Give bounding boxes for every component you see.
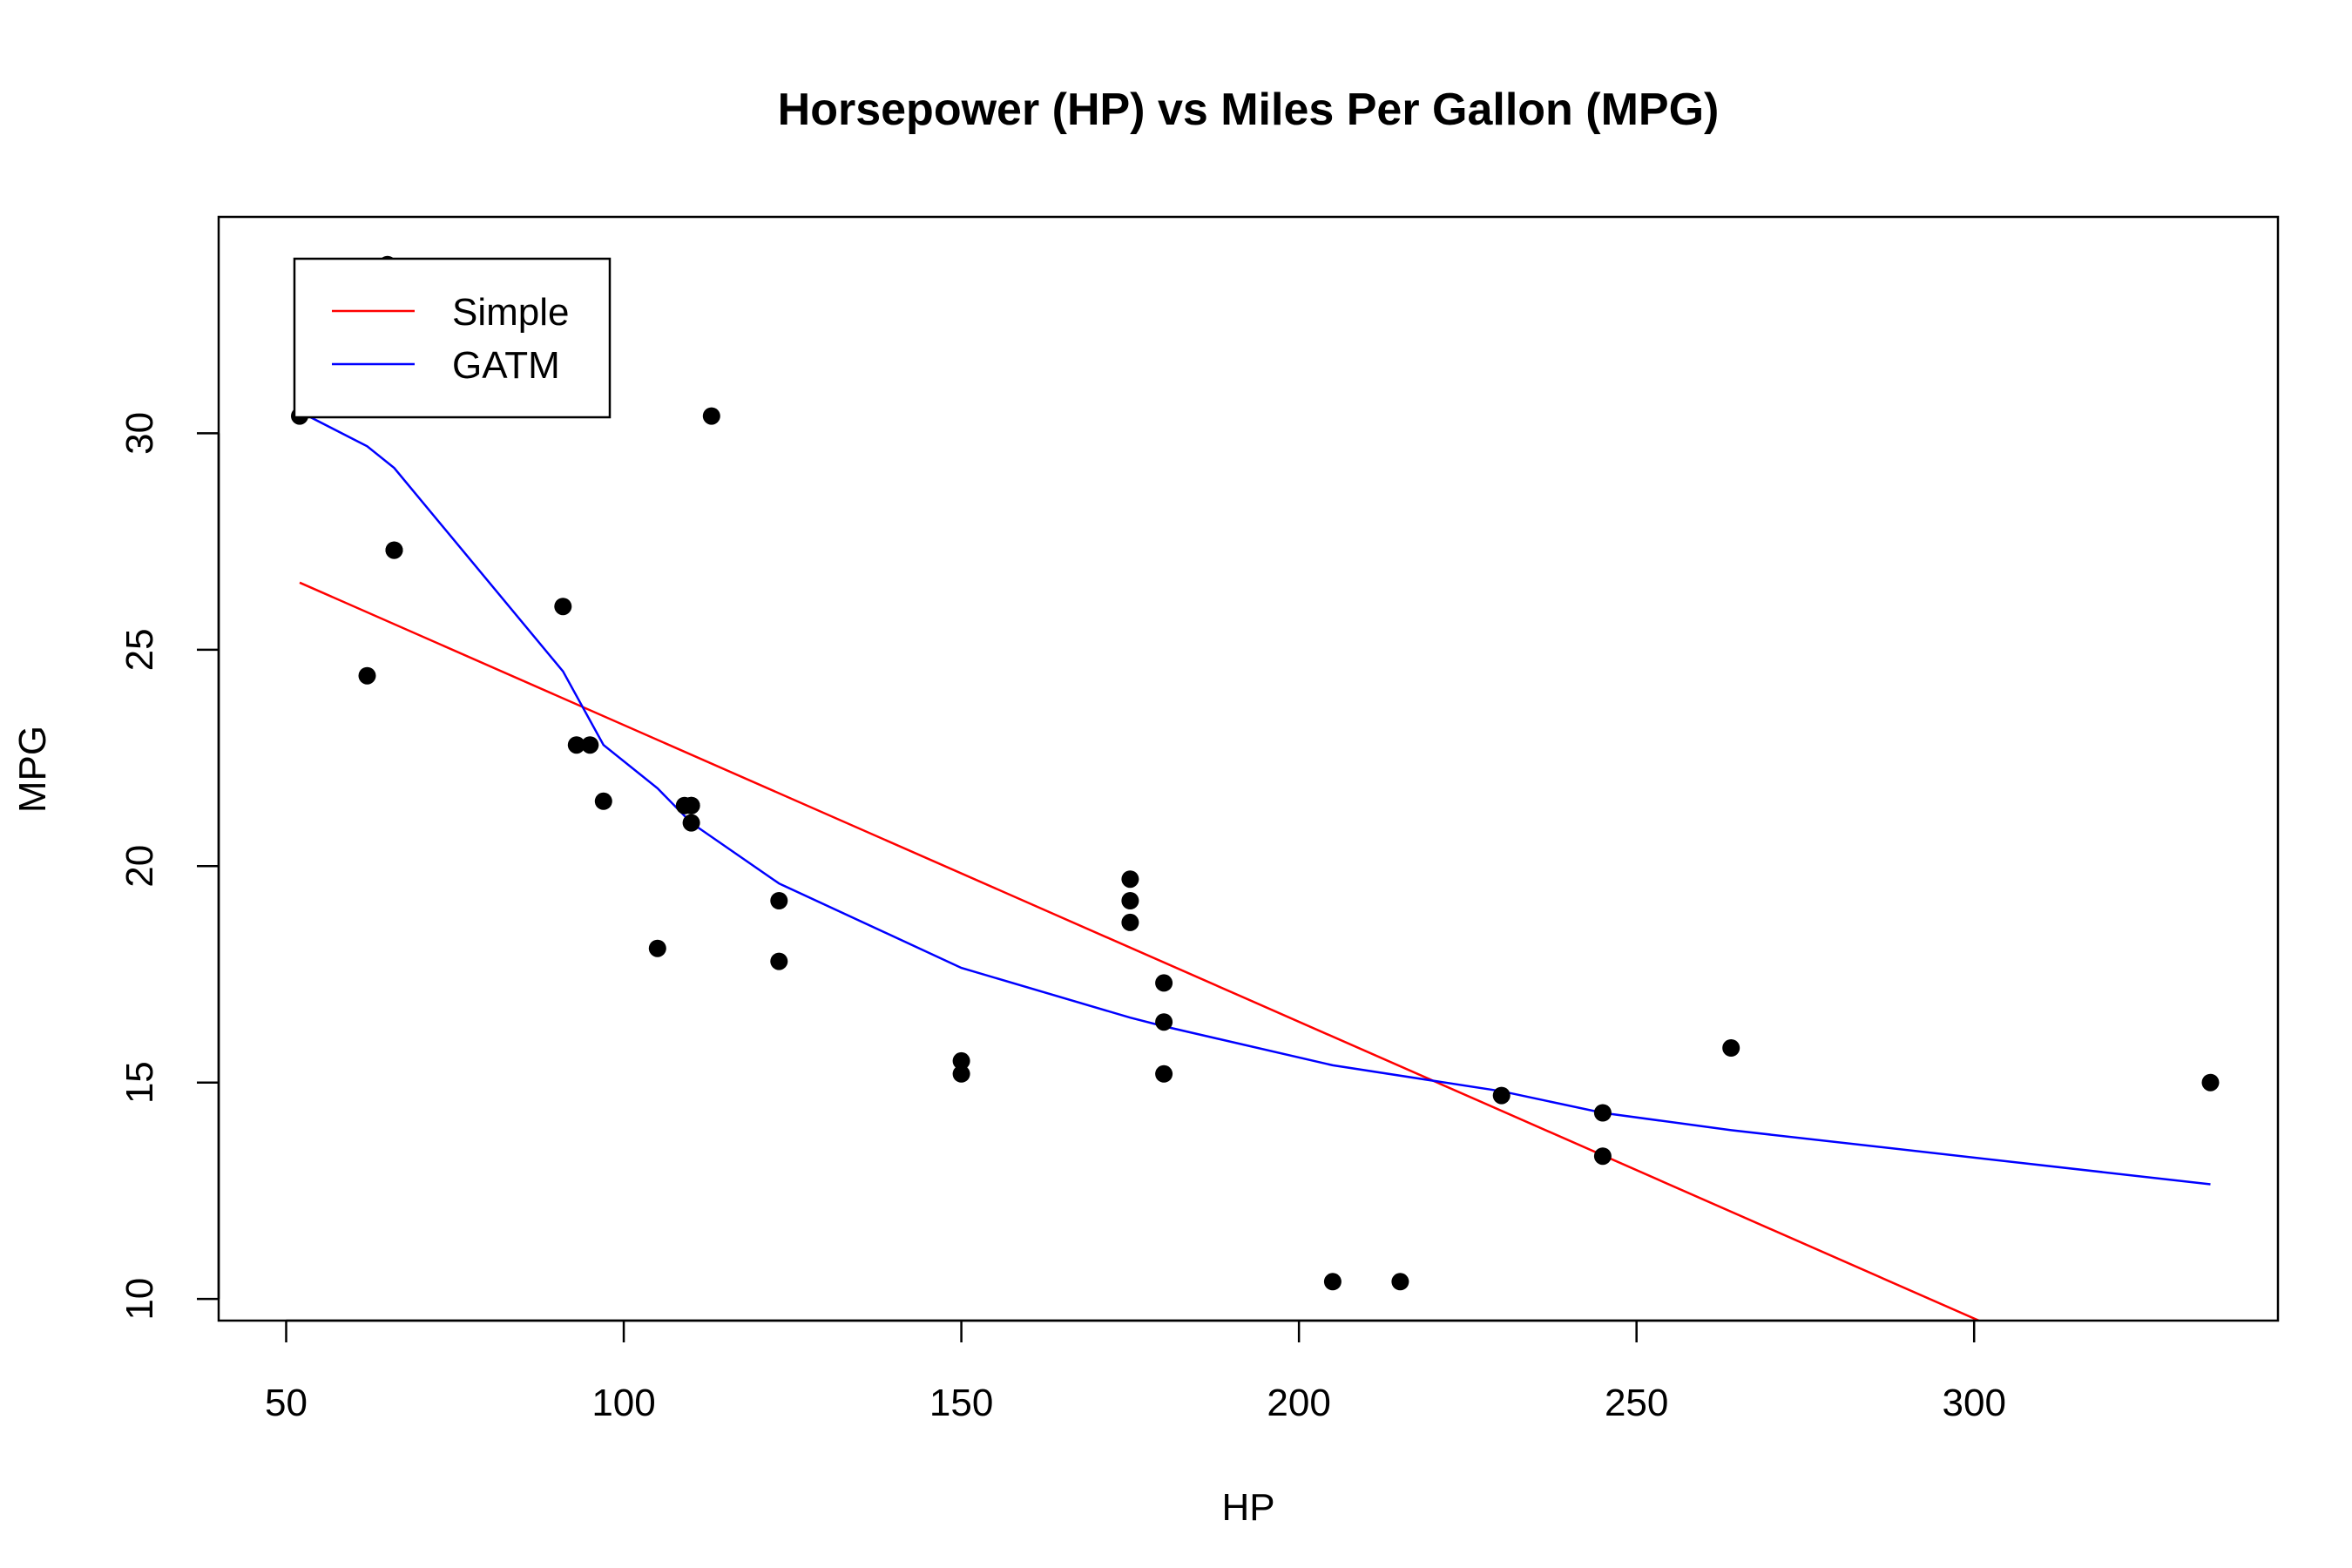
y-axis: 10 15 20 25 30 [118, 412, 220, 1321]
y-tick-label: 30 [118, 412, 161, 455]
legend-label-simple: Simple [452, 291, 570, 334]
data-point [1593, 1104, 1612, 1122]
series-layer [299, 410, 2211, 1321]
x-tick-label: 150 [929, 1382, 993, 1424]
y-axis-label: MPG [11, 726, 54, 813]
data-point [385, 541, 403, 559]
data-point [1155, 974, 1173, 992]
data-point [1391, 1273, 1409, 1291]
x-tick-label: 200 [1267, 1382, 1330, 1424]
x-tick-label: 100 [591, 1382, 655, 1424]
data-point [1722, 1039, 1740, 1057]
legend-box [293, 257, 612, 419]
chart-title: Horsepower (HP) vs Miles Per Gallon (MPG… [778, 84, 1720, 135]
x-tick-label: 300 [1943, 1382, 2006, 1424]
x-tick-label: 50 [265, 1382, 308, 1424]
y-tick-label: 10 [118, 1278, 161, 1321]
data-point [1593, 1147, 1612, 1166]
data-point [554, 598, 572, 616]
legend: Simple GATM [293, 257, 612, 419]
y-tick-label: 25 [118, 628, 161, 671]
data-point [675, 796, 693, 814]
y-tick-label: 15 [118, 1061, 161, 1104]
data-point [1121, 913, 1139, 931]
data-point [1323, 1273, 1342, 1291]
points-layer [291, 255, 2220, 1291]
data-point [1155, 1064, 1173, 1083]
data-point [952, 1064, 970, 1083]
data-point [770, 952, 788, 970]
data-point [567, 736, 585, 754]
series-line-gatm [299, 410, 2211, 1186]
data-point [1121, 892, 1139, 909]
data-point [581, 736, 599, 754]
x-axis-label: HP [1221, 1486, 1274, 1529]
data-point [952, 1051, 970, 1070]
series-line-simple [299, 581, 1982, 1321]
data-point [358, 666, 376, 685]
data-point [1121, 870, 1139, 889]
data-point [702, 407, 720, 425]
data-point [1492, 1086, 1511, 1105]
data-point [1155, 1013, 1173, 1031]
x-tick-label: 250 [1605, 1382, 1668, 1424]
data-point [594, 792, 612, 810]
data-point [2201, 1073, 2220, 1092]
legend-label-gatm: GATM [452, 344, 560, 387]
y-tick-label: 20 [118, 845, 161, 888]
data-point [770, 892, 788, 909]
data-point [682, 814, 700, 832]
data-point [648, 939, 666, 957]
x-axis: 50 100 150 200 250 300 [265, 1319, 2006, 1424]
